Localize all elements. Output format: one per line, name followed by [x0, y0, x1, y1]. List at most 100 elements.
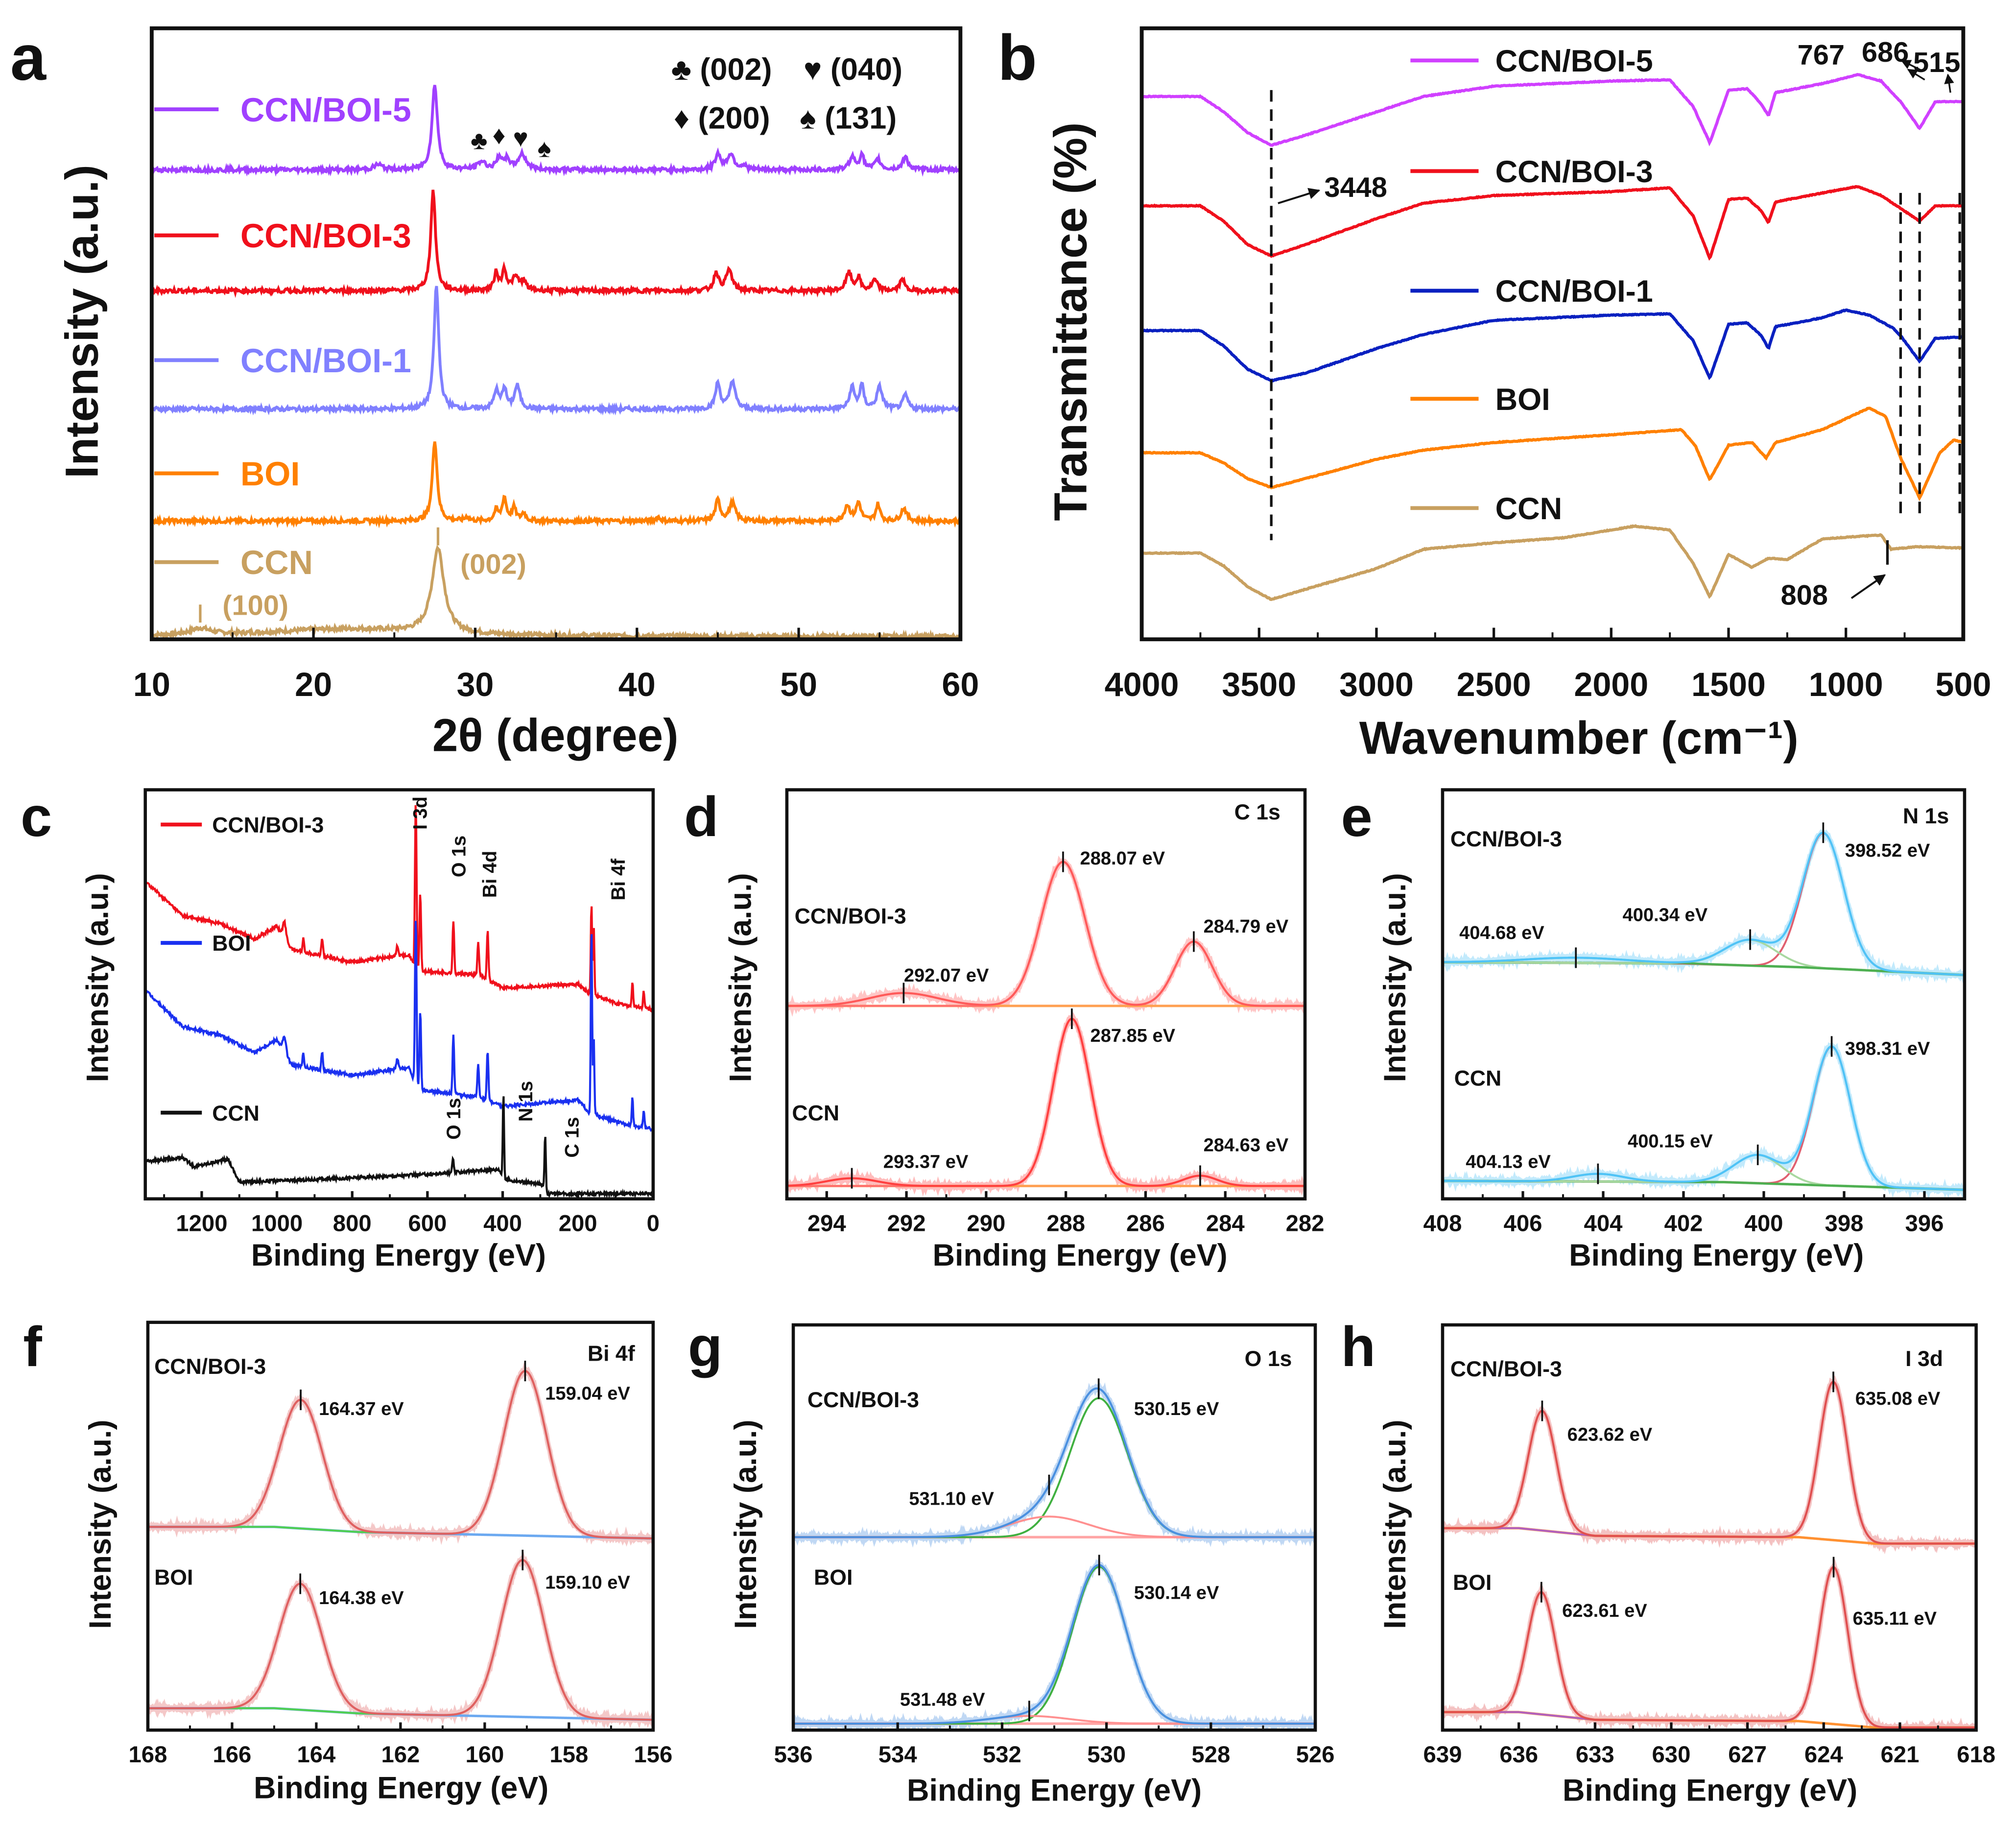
- series-line-CCN/BOI-5: [1141, 72, 1964, 147]
- panel-letter: a: [10, 22, 47, 94]
- axes-frame: [785, 788, 1307, 1200]
- plot-area: [1442, 829, 1965, 1199]
- panel-f: 168 166 164 162 160 158 156 Binding Energy (eV)…: [23, 1315, 672, 1805]
- x-tick-label: 164: [297, 1742, 336, 1768]
- peak-energy-label: 164.38 eV: [319, 1588, 404, 1608]
- panel-letter: d: [684, 785, 719, 848]
- legend-label: CCN: [212, 1102, 260, 1126]
- peak-label: (002): [460, 549, 526, 580]
- axes-frame: [791, 1323, 1317, 1732]
- panel-d: 294 292 290 288 286 284 282 Binding Energy (eV)…: [684, 785, 1325, 1272]
- arrow-icon: [1944, 73, 1954, 93]
- series-line-CCN/BOI-5: [151, 85, 961, 177]
- x-tick-label: 3000: [1339, 666, 1414, 703]
- crystal-plane-legend: ♣ (002): [671, 52, 772, 87]
- peak-energy-label: 623.61 eV: [1562, 1601, 1647, 1621]
- x-tick-label: 627: [1728, 1742, 1767, 1768]
- sample-label: CCN/BOI-3: [807, 1388, 919, 1412]
- x-tick-label: 624: [1804, 1742, 1844, 1768]
- peak-energy-label: 635.08 eV: [1855, 1389, 1941, 1409]
- x-tick-label: 406: [1504, 1210, 1542, 1236]
- plot-area: [786, 855, 1305, 1198]
- panel-letter: f: [23, 1315, 42, 1378]
- x-tick-label: 50: [780, 666, 817, 703]
- series-line-BOI: [145, 921, 653, 1132]
- fit-component-164.37: [147, 1399, 653, 1539]
- legend-label: CCN/BOI-1: [1495, 274, 1653, 309]
- series-line-CCN: [145, 1096, 653, 1199]
- peak-assignment-label: C 1s: [562, 1117, 583, 1157]
- x-tick-label: 160: [465, 1742, 504, 1768]
- panel-b: 4000 3500 3000 2500 2000 1500 1000 500 Wavenumbe…: [997, 22, 1991, 764]
- core-level-title: Bi 4f: [588, 1342, 635, 1366]
- panel-letter: g: [688, 1315, 723, 1378]
- fit-component-287.85: [786, 1017, 1305, 1187]
- peak-energy-label: 400.34 eV: [1623, 905, 1708, 925]
- plot-area: [1141, 72, 1964, 601]
- peak-energy-label: 398.31 eV: [1845, 1039, 1930, 1059]
- peak-assignment-label: O 1s: [443, 1098, 465, 1139]
- peak-energy-label: 159.10 eV: [545, 1572, 630, 1593]
- series-line-CCN: [1141, 524, 1964, 601]
- axes-frame: [1441, 788, 1967, 1200]
- sample-label: BOI: [814, 1566, 853, 1590]
- fit-envelope-CCN/BOI-3: [1442, 1381, 1976, 1545]
- legend-label: BOI: [1495, 383, 1550, 417]
- peak-energy-label: 531.48 eV: [900, 1689, 985, 1710]
- raw-data-CCN: [786, 1012, 1305, 1198]
- fit-component-623.61: [1442, 1566, 1976, 1729]
- x-tick-label: 639: [1423, 1742, 1462, 1768]
- x-axis-label: Binding Energy (eV): [254, 1771, 548, 1805]
- fit-envelope-BOI: [147, 1559, 653, 1721]
- panel-e: 408 406 404 402 400 398 396 Binding Energy (eV)…: [1341, 785, 1967, 1272]
- x-tick-label: 166: [213, 1742, 252, 1768]
- x-tick-label: 60: [942, 666, 979, 703]
- peak-energy-label: 530.15 eV: [1134, 1399, 1219, 1419]
- x-tick-label: 4000: [1105, 666, 1179, 703]
- raw-data-BOI: [793, 1558, 1316, 1730]
- x-tick-label: 30: [456, 666, 494, 703]
- peak-label: ♣: [471, 126, 487, 155]
- peak-energy-label: 623.62 eV: [1567, 1424, 1653, 1445]
- x-tick-label: 158: [549, 1742, 588, 1768]
- peak-energy-label: 635.11 eV: [1853, 1608, 1937, 1629]
- y-axis-label: Transmittance (%): [1045, 122, 1097, 521]
- sample-label: BOI: [1453, 1571, 1492, 1595]
- x-axis-label: Binding Energy (eV): [907, 1774, 1202, 1808]
- peak-energy-label: 398.52 eV: [1845, 840, 1930, 861]
- x-tick-label: 3500: [1222, 666, 1296, 703]
- fit-component-530.14: [793, 1565, 1316, 1725]
- series-line-BOI: [1141, 407, 1964, 502]
- x-tick-label: 20: [295, 666, 332, 703]
- x-tick-label: 618: [1957, 1742, 1995, 1768]
- sample-label: CCN/BOI-3: [795, 905, 906, 929]
- panel-letter: h: [1341, 1315, 1376, 1378]
- y-axis-label: Intensity (a.u.): [1378, 1419, 1412, 1629]
- x-tick-label: 532: [983, 1742, 1021, 1768]
- legend-label: BOI: [240, 456, 300, 493]
- peak-energy-label: 284.79 eV: [1204, 916, 1289, 937]
- panel-h: 639 636 633 630 627 624 621 618 Binding Energy (…: [1341, 1315, 1995, 1808]
- series-line-CCN/BOI-3: [151, 190, 961, 298]
- fit-envelope-CCN/BOI-3: [793, 1387, 1316, 1538]
- core-level-title: N 1s: [1903, 804, 1949, 828]
- peak-energy-label: 292.07 eV: [904, 965, 989, 986]
- fit-envelope-BOI: [1442, 1566, 1976, 1729]
- y-axis-label: Intensity (a.u.): [729, 1419, 763, 1629]
- x-tick-label: 396: [1905, 1210, 1944, 1236]
- peak-energy-label: 531.10 eV: [909, 1489, 994, 1510]
- peak-energy-label: 159.04 eV: [545, 1383, 630, 1404]
- y-axis-label: Intensity (a.u.): [56, 165, 108, 479]
- x-tick-label: 200: [559, 1210, 597, 1236]
- core-level-title: O 1s: [1245, 1347, 1292, 1371]
- sample-label: CCN: [792, 1101, 839, 1125]
- peak-energy-label: 164.37 eV: [319, 1399, 404, 1419]
- series-line-CCN/BOI-3: [145, 805, 653, 1013]
- x-tick-label: 282: [1286, 1210, 1325, 1236]
- peak-label: ♠: [538, 134, 551, 163]
- legend-label: CCN/BOI-3: [240, 217, 411, 255]
- panel-a: 10 20 30 40 50 60 2θ (degree) Intensity (a.u.) a…: [10, 22, 979, 762]
- x-tick-label: 633: [1576, 1742, 1614, 1768]
- y-axis-label: Intensity (a.u.): [1378, 873, 1412, 1082]
